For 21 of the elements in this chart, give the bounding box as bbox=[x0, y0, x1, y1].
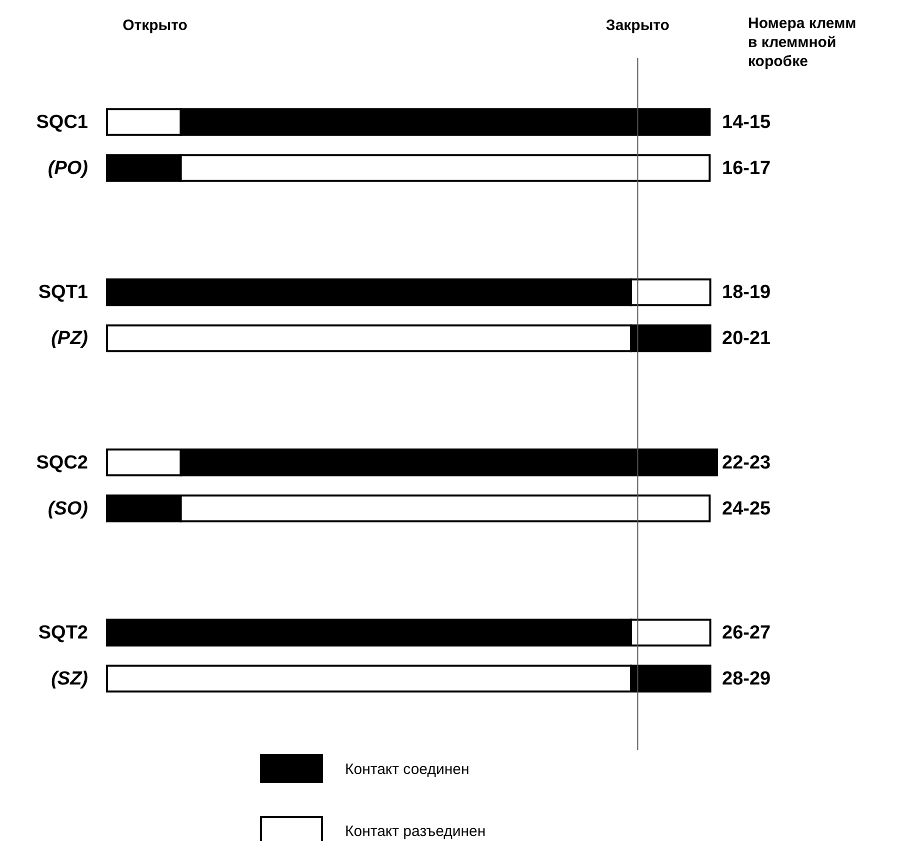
y-tick-label: SQT1 bbox=[38, 282, 88, 304]
text: 24-25 bbox=[722, 498, 772, 520]
legend-label: Контакт соединен bbox=[345, 761, 470, 778]
legend-label: Контакт разъединен bbox=[345, 823, 486, 840]
y-tick-label: (PO) bbox=[48, 158, 88, 179]
text: Номера клемм в клеммной коробке bbox=[748, 15, 856, 70]
y-tick-label: (SZ) bbox=[51, 668, 88, 690]
text: 16-17 bbox=[722, 158, 771, 179]
y-tick-label: SQC1 bbox=[36, 112, 88, 133]
text: 20-21 bbox=[722, 328, 772, 350]
y-tick-label: SQC2 bbox=[36, 452, 88, 474]
y-tick-label: SQT2 bbox=[38, 622, 88, 644]
text: 22-23 bbox=[722, 452, 771, 474]
ref-line-label: Закрыто bbox=[606, 17, 670, 34]
y-tick-label: (PZ) bbox=[51, 328, 88, 350]
text: 18-19 bbox=[722, 282, 771, 304]
text: 14-15 bbox=[722, 112, 772, 133]
text: 28-29 bbox=[722, 668, 771, 690]
y-tick-label: (SO) bbox=[48, 498, 88, 520]
text: 26-27 bbox=[722, 622, 771, 644]
text: Открыто bbox=[122, 17, 188, 34]
